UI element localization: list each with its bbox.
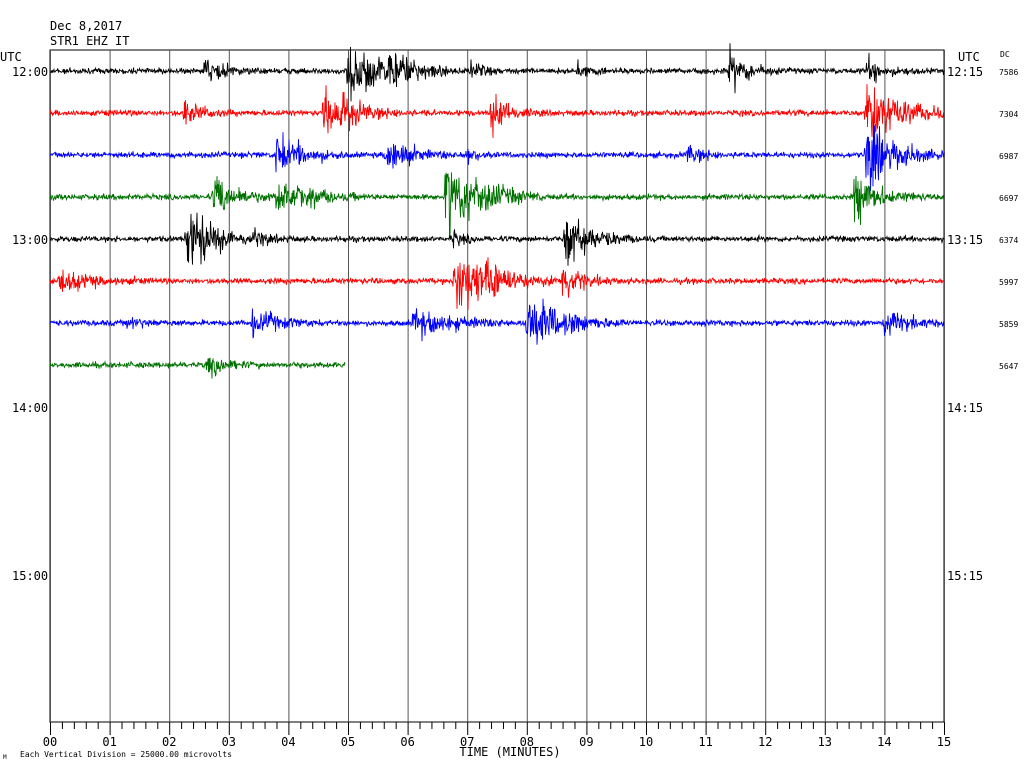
x-tick-label: 14 xyxy=(877,735,891,749)
x-tick-label: 01 xyxy=(102,735,116,749)
trace-row-1330 xyxy=(49,298,945,345)
x-tick-label: 12 xyxy=(758,735,772,749)
x-tick-label: 11 xyxy=(698,735,712,749)
dc-offset-label: 6374 xyxy=(999,236,1018,245)
dc-offset-label: 5997 xyxy=(999,278,1018,287)
dc-offset-label: 5859 xyxy=(999,320,1018,329)
x-tick-label: 13 xyxy=(818,735,832,749)
grid-layer: 00 01 02 03 04 05 06 07 08 09 10 11 12 13 14 15 12:00 13:… xyxy=(12,49,983,749)
hour-label-right: 15:15 xyxy=(947,569,983,583)
dc-offset-label: 7304 xyxy=(999,110,1018,119)
x-tick-label: 10 xyxy=(639,735,653,749)
trace-layer: 7586 7304 6987 6697 6374 5997 5859 5647 xyxy=(49,43,1018,379)
scale-note: Each Vertical Division = 25000.00 microv… xyxy=(20,750,232,759)
x-axis-title: TIME (MINUTES) xyxy=(459,745,560,759)
trace-row-1245 xyxy=(49,172,945,238)
dc-header-label: DC xyxy=(1000,50,1010,59)
right-timezone-label: UTC xyxy=(958,50,980,64)
trace-row-1315 xyxy=(49,257,945,310)
hour-label-right: 12:15 xyxy=(947,65,983,79)
trace-row-1345 xyxy=(49,357,346,379)
x-tick-label: 08 xyxy=(520,735,534,749)
dc-offset-label: 6987 xyxy=(999,152,1018,161)
x-tick-label: 05 xyxy=(341,735,355,749)
station-label: STR1 EHZ IT xyxy=(50,34,129,48)
x-tick-label: 06 xyxy=(400,735,414,749)
trace-row-1215 xyxy=(49,84,945,138)
x-tick-label: 02 xyxy=(162,735,176,749)
trace-row-1200 xyxy=(49,43,945,102)
x-tick-label: 15 xyxy=(937,735,951,749)
hour-label-right: 13:15 xyxy=(947,233,983,247)
corner-mark: M xyxy=(3,754,7,761)
x-tick-label: 03 xyxy=(222,735,236,749)
date-label: Dec 8,2017 xyxy=(50,19,122,33)
dc-offset-label: 7586 xyxy=(999,68,1018,77)
x-tick-label: 00 xyxy=(43,735,57,749)
trace-row-1300 xyxy=(49,212,945,266)
trace-row-1230 xyxy=(49,121,945,192)
dc-offset-label: 5647 xyxy=(999,362,1018,371)
hour-label-left: 15:00 xyxy=(12,569,48,583)
plot-frame xyxy=(49,49,945,723)
x-tick-label: 09 xyxy=(579,735,593,749)
label-layer: Dec 8,2017 STR1 EHZ IT UTC UTC DC TIME (… xyxy=(0,19,1010,761)
hour-label-left: 13:00 xyxy=(12,233,48,247)
x-tick-label: 07 xyxy=(460,735,474,749)
hour-label-left: 12:00 xyxy=(12,65,48,79)
dc-offset-label: 6697 xyxy=(999,194,1018,203)
hour-label-left: 14:00 xyxy=(12,401,48,415)
x-tick-label: 04 xyxy=(281,735,295,749)
left-timezone-label: UTC xyxy=(0,50,22,64)
hour-label-right: 14:15 xyxy=(947,401,983,415)
